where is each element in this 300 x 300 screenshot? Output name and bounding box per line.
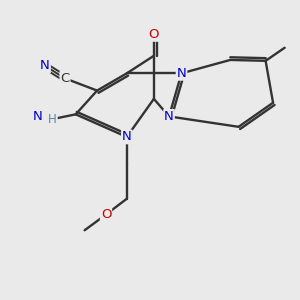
- Text: O: O: [101, 208, 111, 221]
- Text: N: N: [164, 110, 174, 123]
- Text: C: C: [60, 72, 70, 85]
- Text: N: N: [122, 130, 132, 143]
- Text: O: O: [148, 28, 159, 41]
- Text: N: N: [33, 110, 43, 123]
- Text: N: N: [177, 67, 186, 80]
- Text: H: H: [48, 112, 57, 126]
- Text: N: N: [40, 59, 50, 72]
